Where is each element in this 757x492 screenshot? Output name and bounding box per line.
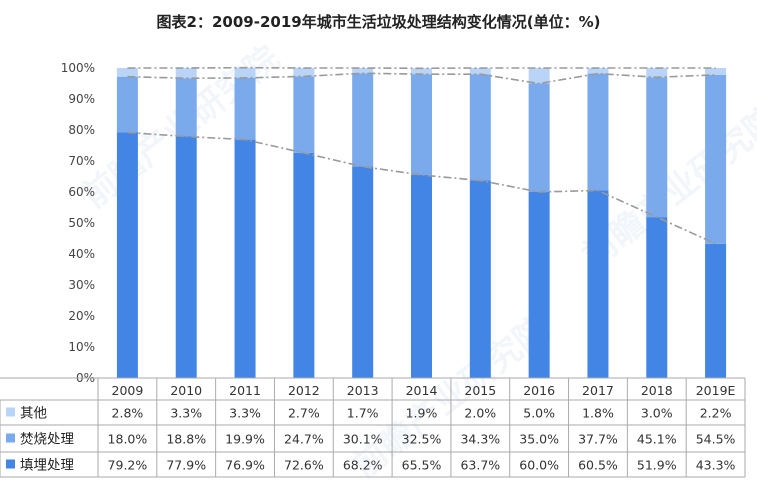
table-cell: 60.5% [578, 458, 618, 473]
bar-other [469, 68, 491, 75]
x-tick-label: 2013 [347, 383, 379, 398]
table-cell: 68.2% [343, 458, 383, 473]
trend-line [127, 131, 716, 245]
bar-landfill [116, 132, 138, 378]
bar-landfill [528, 192, 550, 378]
bar-other [646, 68, 668, 78]
table-cell: 30.1% [343, 432, 383, 447]
x-tick-label: 2016 [523, 383, 555, 398]
y-tick-label: 50% [68, 216, 95, 230]
bar-incineration [705, 74, 727, 244]
x-tick-label: 2014 [406, 383, 438, 398]
table-cell: 2.7% [288, 406, 320, 421]
bar-landfill [705, 243, 727, 378]
bar-incineration [352, 73, 374, 167]
bar-landfill [411, 174, 432, 378]
x-tick-label: 2017 [582, 383, 614, 398]
x-tick-label: 2010 [170, 383, 202, 398]
legend-swatch [6, 433, 15, 443]
bar-landfill [175, 136, 197, 378]
bar-other [528, 68, 550, 84]
y-tick-label: 100% [61, 61, 95, 75]
bar-incineration [528, 83, 550, 192]
table-cell: 43.3% [696, 458, 736, 473]
x-tick-label: 2018 [641, 383, 673, 398]
trend-line [127, 72, 716, 85]
table-cell: 60.0% [519, 458, 559, 473]
y-tick-label: 70% [68, 154, 95, 168]
x-tick-label: 2012 [288, 383, 320, 398]
bar-incineration [646, 77, 668, 218]
table-cell: 65.5% [402, 458, 442, 473]
bar-other [705, 68, 727, 75]
legend-label: 填埋处理 [20, 458, 74, 474]
table-cell: 1.7% [347, 406, 379, 421]
table-cell: 76.9% [225, 458, 265, 473]
table-cell: 3.3% [170, 406, 202, 421]
bar-incineration [234, 77, 256, 140]
bar-other [175, 68, 197, 79]
bar-landfill [234, 139, 256, 378]
table-cell: 72.6% [284, 458, 324, 473]
x-tick-label: 2015 [464, 383, 496, 398]
bar-incineration [293, 76, 315, 153]
bar-other [293, 68, 315, 77]
y-tick-label: 90% [68, 92, 95, 106]
bar-other [116, 68, 138, 77]
table-cell: 79.2% [108, 458, 148, 473]
bar-landfill [646, 217, 668, 378]
y-tick-label: 80% [68, 123, 95, 137]
bar-other [352, 68, 374, 74]
legend-label: 焚烧处理 [20, 432, 74, 448]
table-cell: 54.5% [696, 432, 736, 447]
x-tick-label: 2011 [229, 383, 261, 398]
table-cell: 32.5% [402, 432, 442, 447]
table-cell: 24.7% [284, 432, 324, 447]
table-cell: 51.9% [637, 458, 677, 473]
y-tick-label: 40% [68, 247, 95, 261]
y-tick-label: 60% [68, 185, 95, 199]
bar-landfill [587, 190, 609, 378]
table-cell: 2.0% [464, 406, 496, 421]
y-tick-label: 20% [68, 309, 95, 323]
table-cell: 77.9% [166, 458, 206, 473]
table-cell: 45.1% [637, 432, 677, 447]
table-cell: 2.8% [112, 406, 144, 421]
bar-landfill [352, 166, 374, 378]
x-tick-label: 2019E [696, 383, 736, 398]
table-cell: 1.9% [406, 406, 438, 421]
table-cell: 2.2% [700, 406, 732, 421]
table-cell: 35.0% [519, 432, 559, 447]
y-tick-label: 10% [68, 340, 95, 354]
x-tick-label: 2009 [112, 383, 144, 398]
legend-swatch [6, 459, 15, 469]
bar-landfill [293, 152, 315, 378]
bar-other [587, 68, 609, 74]
y-tick-label: 30% [68, 278, 95, 292]
table-cell: 18.0% [108, 432, 148, 447]
bar-incineration [411, 74, 432, 175]
table-cell: 37.7% [578, 432, 618, 447]
table-cell: 5.0% [523, 406, 555, 421]
table-cell: 19.9% [225, 432, 265, 447]
table-cell: 18.8% [166, 432, 206, 447]
table-cell: 34.3% [460, 432, 500, 447]
table-cell: 63.7% [460, 458, 500, 473]
chart-title: 图表2：2009-2019年城市生活垃圾处理结构变化情况(单位：%) [156, 13, 601, 31]
bar-incineration [587, 73, 609, 191]
trend-line [127, 66, 716, 70]
table-cell: 3.0% [641, 406, 673, 421]
legend-swatch [6, 407, 15, 417]
bar-other [411, 68, 432, 75]
bar-other [234, 67, 256, 78]
bar-incineration [175, 78, 197, 137]
bar-landfill [469, 180, 491, 378]
table-cell: 3.3% [229, 406, 261, 421]
legend-label: 其他 [20, 406, 47, 422]
table-cell: 1.8% [582, 406, 614, 421]
bar-incineration [116, 76, 138, 133]
bar-incineration [469, 74, 491, 181]
